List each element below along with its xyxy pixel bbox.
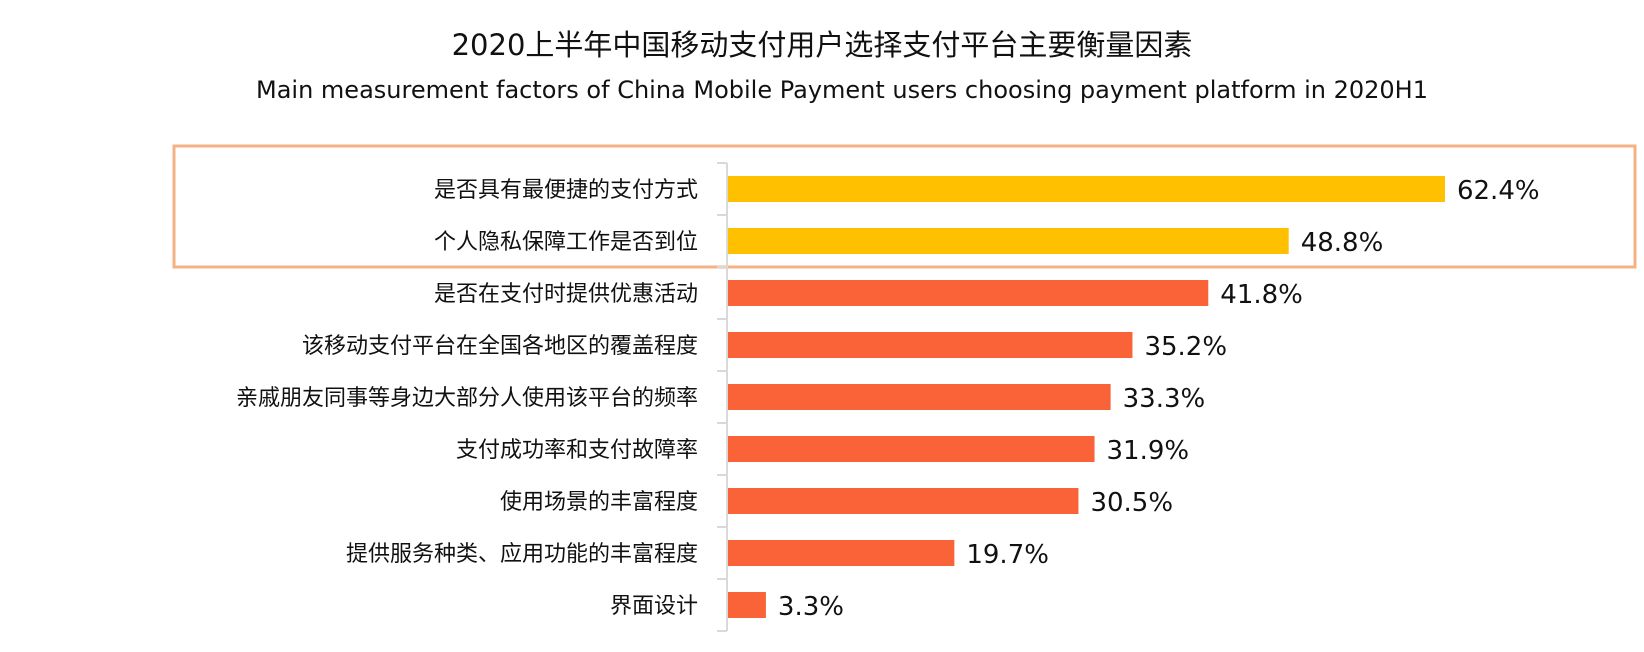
value-label: 30.5% [1090, 488, 1173, 518]
category-label: 该移动支付平台在全国各地区的覆盖程度 [302, 334, 698, 359]
bar-3 [728, 280, 1209, 306]
value-label: 35.2% [1144, 332, 1227, 362]
bar-6 [728, 436, 1095, 462]
highlight-box [172, 144, 1637, 269]
category-label: 亲戚朋友同事等身边大部分人使用该平台的频率 [236, 386, 698, 411]
bar-5 [728, 384, 1111, 410]
bar-2 [728, 228, 1289, 254]
bar-7 [728, 488, 1079, 514]
value-label: 19.7% [966, 540, 1049, 570]
value-label: 33.3% [1123, 384, 1206, 414]
value-label: 48.8% [1301, 228, 1384, 258]
value-label: 3.3% [778, 592, 844, 622]
chart-title: 2020上半年中国移动支付用户选择支付平台主要衡量因素 [451, 28, 1193, 62]
category-label: 界面设计 [610, 594, 698, 619]
category-label: 是否具有最便捷的支付方式 [434, 178, 698, 203]
category-label: 支付成功率和支付故障率 [456, 438, 698, 463]
category-label: 使用场景的丰富程度 [500, 490, 698, 515]
bar-1 [728, 176, 1445, 202]
bar-8 [728, 540, 955, 566]
value-label: 62.4% [1457, 176, 1540, 206]
category-label: 是否在支付时提供优惠活动 [434, 282, 698, 307]
bar-4 [728, 332, 1133, 358]
category-label: 个人隐私保障工作是否到位 [434, 230, 698, 255]
category-label: 提供服务种类、应用功能的丰富程度 [346, 542, 698, 567]
value-label: 41.8% [1220, 280, 1303, 310]
chart-subtitle: Main measurement factors of China Mobile… [256, 76, 1428, 104]
bar-9 [728, 592, 766, 618]
value-label: 31.9% [1107, 436, 1190, 466]
